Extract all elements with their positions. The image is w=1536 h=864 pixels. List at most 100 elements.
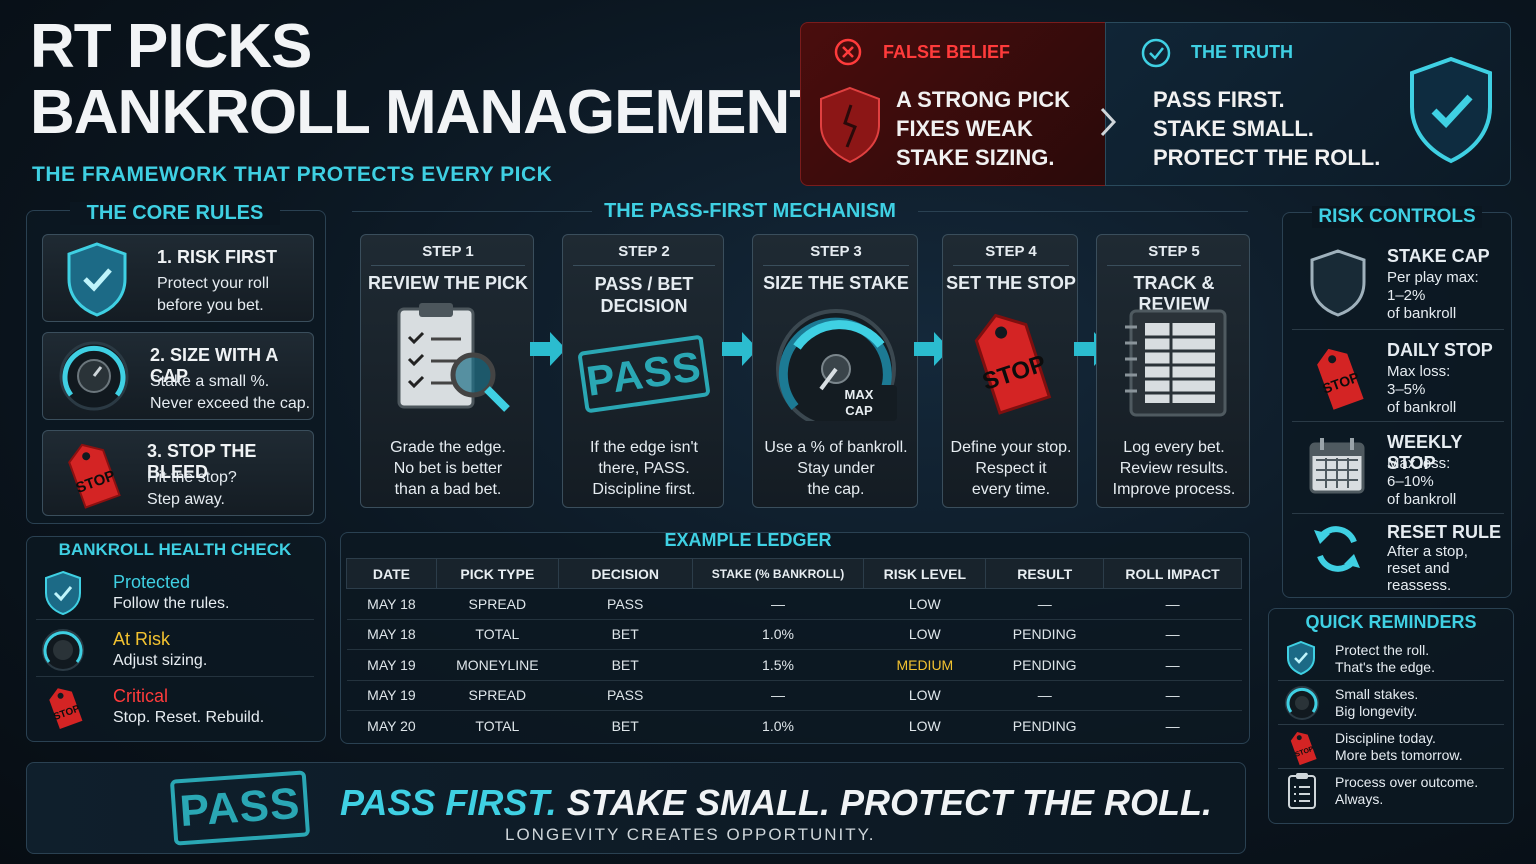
health-status-critical: Critical xyxy=(113,686,169,706)
page-title: RT PICKS BANKROLL MANAGEMENT xyxy=(30,12,827,147)
ledger-title: EXAMPLE LEDGER xyxy=(664,530,832,550)
health-desc-at-risk: Adjust sizing. xyxy=(113,652,208,669)
step-4-name: SET THE STOP xyxy=(946,273,1076,293)
false-belief-panel: FALSE BELIEF A STRONG PICK FIXES WEAK ST… xyxy=(800,22,1106,186)
stop-tag-icon: STOP xyxy=(68,443,121,509)
step-1-desc: Grade the edge. No bet is better than a … xyxy=(390,439,506,498)
rule-card-1: 1. RISK FIRST Protect your roll before y… xyxy=(42,234,314,322)
check-shield-icon xyxy=(67,242,127,317)
rule-2-line-1: Stake a small %. xyxy=(150,373,270,390)
slogan-cyan: PASS FIRST. xyxy=(340,782,557,823)
ledger-header-row: DATE PICK TYPE DECISION STAKE (% BANKROL… xyxy=(346,558,1242,589)
health-desc-critical: Stop. Reset. Rebuild. xyxy=(113,709,265,726)
risk-item-weekly-stop: WEEKLY STOP Max loss: 6–10% of bankroll xyxy=(1292,426,1504,514)
clipboard-magnifier-icon xyxy=(397,303,510,412)
stake-cap-title: STAKE CAP xyxy=(1387,246,1490,266)
check-shield-icon xyxy=(1287,640,1315,676)
gauge-label-1: MAX xyxy=(845,387,874,402)
risk-item-stake-cap: STAKE CAP Per play max: 1–2% of bankroll xyxy=(1292,240,1504,330)
reminder-item-2: Small stakes. Big longevity. xyxy=(1278,682,1504,725)
arrow-right-icon xyxy=(722,332,758,366)
footer-slogan: PASS FIRST. STAKE SMALL. PROTECT THE ROL… xyxy=(340,782,1212,824)
col-stake: STAKE (% BANKROLL) xyxy=(691,558,865,589)
check-shield-icon xyxy=(45,570,81,616)
health-item-critical: STOP Critical Stop. Reset. Rebuild. xyxy=(36,680,314,734)
step-1-number: STEP 1 xyxy=(422,243,474,260)
page-subtitle: THE FRAMEWORK THAT PROTECTS EVERY PICK xyxy=(32,163,553,186)
risk-item-daily-stop: STOP DAILY STOP Max loss: 3–5% of bankro… xyxy=(1292,334,1504,422)
rule-1-title: 1. RISK FIRST xyxy=(157,247,278,267)
chevron-right-icon xyxy=(1100,107,1117,137)
health-status-at-risk: At Risk xyxy=(113,629,171,649)
health-check-title: BANKROLL HEALTH CHECK xyxy=(58,540,292,559)
mechanism-title: THE PASS-FIRST MECHANISM xyxy=(604,200,896,222)
reset-rule-title: RESET RULE xyxy=(1387,522,1502,542)
footer-banner xyxy=(26,762,1246,854)
truth-text: PASS FIRST. STAKE SMALL. PROTECT THE ROL… xyxy=(1153,87,1381,170)
col-decision: DECISION xyxy=(557,558,693,589)
rule-1-line-2: before you bet. xyxy=(157,297,264,314)
title-line-1: RT PICKS xyxy=(30,12,312,81)
rule-2-title: 2. SIZE WITH A CAP xyxy=(150,345,278,386)
rule-card-2: 2. SIZE WITH A CAP Stake a small %. Neve… xyxy=(42,332,314,420)
col-risk: RISK LEVEL xyxy=(863,558,987,589)
shield-icon xyxy=(1310,249,1366,317)
table-row: MAY 19 SPREAD PASS — LOW — — xyxy=(346,679,1242,711)
reminders-title: QUICK REMINDERS xyxy=(1305,612,1477,632)
table-row: MAY 20 TOTAL BET 1.0% LOW PENDING — xyxy=(346,710,1242,741)
mechanism-rule-right xyxy=(918,211,1248,212)
arrow-right-icon xyxy=(530,332,566,366)
title-line-2: BANKROLL MANAGEMENT xyxy=(30,78,827,147)
step-card-2: STEP 2 PASS / BET DECISION PASS If the e… xyxy=(562,234,724,508)
risk-item-reset-rule: RESET RULE After a stop, reset and reass… xyxy=(1292,516,1504,594)
rule-1-line-1: Protect your roll xyxy=(157,275,270,292)
step-card-1: STEP 1 REVIEW THE PICK Grade the edge. N… xyxy=(360,234,534,508)
check-circle-icon xyxy=(1141,38,1171,68)
table-row: MAY 18 SPREAD PASS — LOW — — xyxy=(346,588,1242,619)
footer-tagline: LONGEVITY CREATES OPPORTUNITY. xyxy=(505,825,876,844)
step-4-desc: Define your stop. Respect it every time. xyxy=(950,439,1072,498)
rule-2-line-2: Never exceed the cap. xyxy=(150,395,311,412)
step-4-number: STEP 4 xyxy=(985,243,1037,260)
step-5-number: STEP 5 xyxy=(1148,243,1200,260)
step-2-desc: If the edge isn't there, PASS. Disciplin… xyxy=(589,439,698,498)
ledger-book-icon xyxy=(1125,309,1227,417)
check-shield-icon xyxy=(1410,56,1492,164)
health-desc-protected: Follow the rules. xyxy=(113,595,230,612)
step-5-name: TRACK & REVIEW xyxy=(1133,273,1215,314)
broken-shield-icon xyxy=(820,86,880,164)
rule-card-3: STOP 3. STOP THE BLEED Hit the stop? Ste… xyxy=(42,430,314,516)
step-3-number: STEP 3 xyxy=(810,243,862,260)
ledger-table: DATE PICK TYPE DECISION STAKE (% BANKROL… xyxy=(346,558,1242,741)
health-item-at-risk: At Risk Adjust sizing. xyxy=(36,623,314,677)
rule-3-line-2: Step away. xyxy=(147,491,225,508)
dial-icon xyxy=(42,629,84,671)
truth-panel: THE TRUTH PASS FIRST. STAKE SMALL. PROTE… xyxy=(1100,22,1511,186)
core-rules-title: THE CORE RULES xyxy=(70,202,280,225)
truth-label: THE TRUTH xyxy=(1191,42,1293,62)
stop-tag-icon: STOP xyxy=(974,313,1052,415)
reminder-item-3: STOP Discipline today. More bets tomorrow… xyxy=(1278,726,1504,769)
x-circle-icon xyxy=(834,38,862,66)
refresh-icon xyxy=(1314,526,1360,572)
table-row: MAY 18 TOTAL BET 1.0% LOW PENDING — xyxy=(346,618,1242,650)
reminder-item-1: Protect the roll. That's the edge. xyxy=(1278,638,1504,681)
col-impact: ROLL IMPACT xyxy=(1103,558,1242,589)
reminder-item-4: Process over outcome. Always. xyxy=(1278,770,1504,816)
stop-tag-icon: STOP xyxy=(1290,732,1317,766)
dial-icon xyxy=(59,341,129,411)
col-date: DATE xyxy=(346,558,437,589)
arrow-right-icon xyxy=(914,332,950,366)
stop-tag-icon: STOP xyxy=(49,688,83,730)
step-2-name: PASS / BET DECISION xyxy=(594,274,694,316)
col-pick-type: PICK TYPE xyxy=(435,558,559,589)
calendar-icon xyxy=(1309,438,1365,494)
table-row: MAY 19 MONEYLINE BET 1.5% MEDIUM PENDING — xyxy=(346,649,1242,680)
step-3-desc: Use a % of bankroll. Stay under the cap. xyxy=(764,439,908,498)
mechanism-rule-left xyxy=(352,211,592,212)
weekly-stop-title: WEEKLY STOP xyxy=(1387,432,1463,473)
rule-3-line-1: Hit the stop? xyxy=(147,469,237,486)
step-3-name: SIZE THE STAKE xyxy=(763,273,909,293)
clipboard-icon xyxy=(1288,773,1316,809)
